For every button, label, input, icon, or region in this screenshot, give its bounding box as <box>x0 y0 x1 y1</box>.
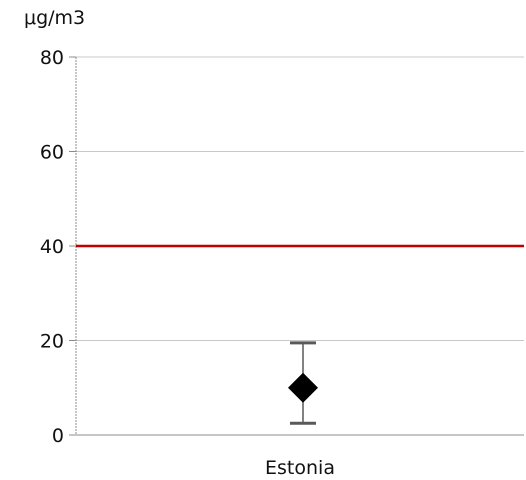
data-marks <box>288 341 318 425</box>
y-tick-label-40: 40 <box>40 236 64 258</box>
x-tick-label-estonia: Estonia <box>265 457 335 479</box>
y-tick-label-80: 80 <box>40 47 64 69</box>
y-tick-label-60: 60 <box>40 142 64 164</box>
data-point-diamond <box>288 372 318 403</box>
y-tick-label-0: 0 <box>52 425 64 447</box>
y-axis-unit-label: μg/m3 <box>24 7 85 29</box>
gridlines <box>76 56 524 341</box>
tick-labels: 0 20 40 60 80 Estonia <box>40 47 335 479</box>
y-tick-label-20: 20 <box>40 331 64 353</box>
